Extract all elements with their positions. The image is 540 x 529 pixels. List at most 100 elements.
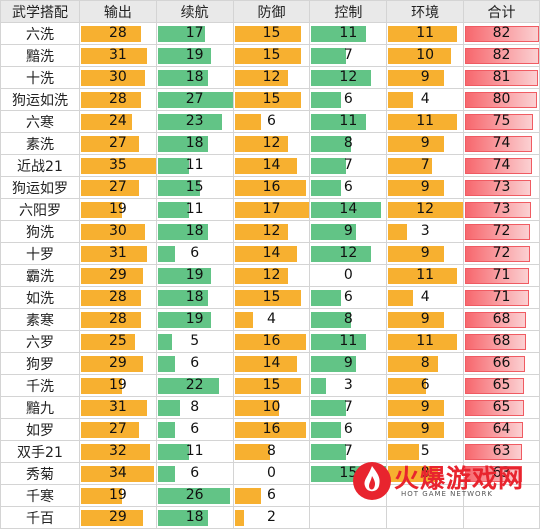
sustain-cell[interactable]: 27 xyxy=(155,88,234,111)
output-cell[interactable]: 28 xyxy=(78,22,157,45)
header-total[interactable]: 合计 xyxy=(463,0,540,23)
environment-cell[interactable]: 11 xyxy=(386,110,465,133)
combo-name-cell[interactable]: 千洗 xyxy=(0,374,80,397)
environment-cell[interactable]: 9 xyxy=(386,132,465,155)
sustain-cell[interactable]: 6 xyxy=(155,352,234,375)
combo-name-cell[interactable]: 狗运如罗 xyxy=(0,176,80,199)
environment-cell[interactable]: 4 xyxy=(386,286,465,309)
header-sustain[interactable]: 续航 xyxy=(155,0,234,23)
environment-cell[interactable]: 4 xyxy=(386,88,465,111)
control-cell[interactable]: 12 xyxy=(309,66,388,89)
output-cell[interactable]: 25 xyxy=(78,330,157,353)
combo-name-cell[interactable]: 狗运如洗 xyxy=(0,88,80,111)
combo-name-cell[interactable]: 霸洗 xyxy=(0,264,80,287)
output-cell[interactable]: 27 xyxy=(78,418,157,441)
output-cell[interactable]: 29 xyxy=(78,264,157,287)
total-cell[interactable]: 80 xyxy=(463,88,540,111)
sustain-cell[interactable]: 11 xyxy=(155,440,234,463)
defense-cell[interactable]: 15 xyxy=(232,22,311,45)
defense-cell[interactable]: 15 xyxy=(232,44,311,67)
control-cell[interactable]: 3 xyxy=(309,374,388,397)
output-cell[interactable]: 30 xyxy=(78,66,157,89)
sustain-cell[interactable]: 18 xyxy=(155,220,234,243)
output-cell[interactable]: 31 xyxy=(78,242,157,265)
output-cell[interactable]: 35 xyxy=(78,154,157,177)
combo-name-cell[interactable]: 六寒 xyxy=(0,110,80,133)
environment-cell[interactable]: 3 xyxy=(386,220,465,243)
control-cell[interactable]: 7 xyxy=(309,154,388,177)
environment-cell[interactable]: 9 xyxy=(386,66,465,89)
sustain-cell[interactable]: 18 xyxy=(155,66,234,89)
sustain-cell[interactable]: 6 xyxy=(155,242,234,265)
control-cell[interactable]: 11 xyxy=(309,110,388,133)
defense-cell[interactable]: 14 xyxy=(232,154,311,177)
combo-name-cell[interactable]: 近战21 xyxy=(0,154,80,177)
total-cell[interactable]: 65 xyxy=(463,396,540,419)
sustain-cell[interactable]: 15 xyxy=(155,176,234,199)
header-control[interactable]: 控制 xyxy=(309,0,388,23)
control-cell[interactable]: 7 xyxy=(309,440,388,463)
output-cell[interactable]: 29 xyxy=(78,506,157,529)
combo-name-cell[interactable]: 黯九 xyxy=(0,396,80,419)
control-cell[interactable]: 8 xyxy=(309,308,388,331)
sustain-cell[interactable]: 17 xyxy=(155,22,234,45)
defense-cell[interactable]: 12 xyxy=(232,264,311,287)
control-cell[interactable]: 14 xyxy=(309,198,388,221)
control-cell[interactable]: 6 xyxy=(309,286,388,309)
control-cell[interactable]: 7 xyxy=(309,44,388,67)
environment-cell[interactable]: 8 xyxy=(386,352,465,375)
total-cell[interactable]: 73 xyxy=(463,198,540,221)
sustain-cell[interactable]: 5 xyxy=(155,330,234,353)
sustain-cell[interactable]: 19 xyxy=(155,44,234,67)
total-cell[interactable]: 72 xyxy=(463,220,540,243)
combo-name-cell[interactable]: 素寒 xyxy=(0,308,80,331)
defense-cell[interactable]: 14 xyxy=(232,242,311,265)
sustain-cell[interactable]: 6 xyxy=(155,418,234,441)
control-cell[interactable]: 11 xyxy=(309,22,388,45)
combo-name-cell[interactable]: 六洗 xyxy=(0,22,80,45)
combo-name-cell[interactable]: 黯洗 xyxy=(0,44,80,67)
combo-name-cell[interactable]: 千寒 xyxy=(0,484,80,507)
control-cell[interactable]: 9 xyxy=(309,220,388,243)
combo-name-cell[interactable]: 素洗 xyxy=(0,132,80,155)
environment-cell[interactable]: 9 xyxy=(386,396,465,419)
combo-name-cell[interactable]: 六罗 xyxy=(0,330,80,353)
total-cell[interactable]: 63 xyxy=(463,462,540,485)
control-cell[interactable]: 7 xyxy=(309,396,388,419)
total-cell[interactable]: 64 xyxy=(463,418,540,441)
defense-cell[interactable]: 12 xyxy=(232,220,311,243)
defense-cell[interactable]: 10 xyxy=(232,396,311,419)
sustain-cell[interactable]: 11 xyxy=(155,198,234,221)
environment-cell[interactable]: 9 xyxy=(386,242,465,265)
output-cell[interactable]: 31 xyxy=(78,44,157,67)
total-cell[interactable]: 81 xyxy=(463,66,540,89)
defense-cell[interactable]: 6 xyxy=(232,110,311,133)
defense-cell[interactable]: 15 xyxy=(232,286,311,309)
control-cell[interactable]: 11 xyxy=(309,330,388,353)
sustain-cell[interactable]: 18 xyxy=(155,506,234,529)
output-cell[interactable]: 28 xyxy=(78,88,157,111)
output-cell[interactable]: 32 xyxy=(78,440,157,463)
sustain-cell[interactable]: 19 xyxy=(155,308,234,331)
output-cell[interactable]: 31 xyxy=(78,396,157,419)
environment-cell[interactable]: 6 xyxy=(386,374,465,397)
control-cell[interactable]: 6 xyxy=(309,176,388,199)
defense-cell[interactable]: 17 xyxy=(232,198,311,221)
control-cell[interactable]: 8 xyxy=(309,132,388,155)
output-cell[interactable]: 29 xyxy=(78,352,157,375)
environment-cell[interactable]: 9 xyxy=(386,418,465,441)
sustain-cell[interactable]: 19 xyxy=(155,264,234,287)
output-cell[interactable]: 27 xyxy=(78,176,157,199)
output-cell[interactable]: 34 xyxy=(78,462,157,485)
control-cell[interactable]: 9 xyxy=(309,352,388,375)
sustain-cell[interactable]: 6 xyxy=(155,462,234,485)
combo-name-cell[interactable]: 十洗 xyxy=(0,66,80,89)
defense-cell[interactable]: 4 xyxy=(232,308,311,331)
total-cell[interactable]: 73 xyxy=(463,176,540,199)
sustain-cell[interactable]: 11 xyxy=(155,154,234,177)
defense-cell[interactable]: 2 xyxy=(232,506,311,529)
environment-cell[interactable]: 11 xyxy=(386,22,465,45)
control-cell[interactable]: 0 xyxy=(309,264,388,287)
control-cell[interactable]: 6 xyxy=(309,88,388,111)
total-cell[interactable]: 66 xyxy=(463,352,540,375)
